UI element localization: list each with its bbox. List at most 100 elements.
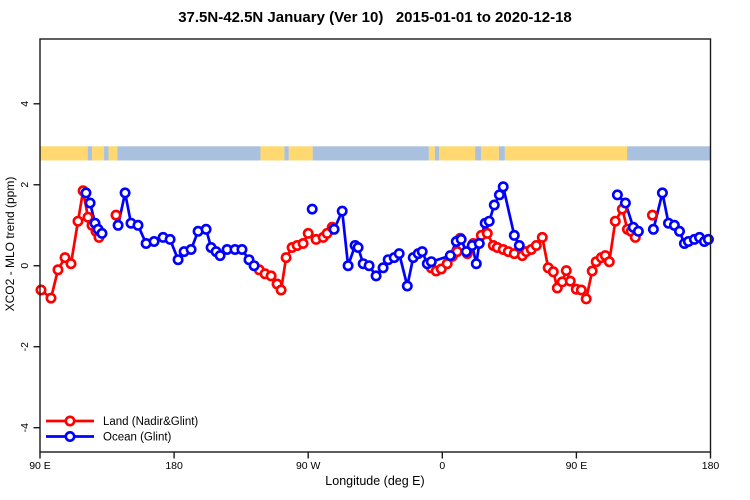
map-band-segment-ocean — [312, 146, 429, 161]
land-data-point — [603, 256, 615, 268]
map-band-segment-ocean — [627, 146, 711, 161]
land-data-point — [35, 284, 47, 296]
ocean-data-point — [214, 250, 226, 262]
ocean-data-point — [377, 262, 389, 274]
land-data-point — [560, 265, 572, 277]
ocean-data-point — [336, 205, 348, 217]
ocean-data-point — [148, 236, 160, 248]
map-band-segment-land — [439, 146, 476, 161]
ocean-data-point — [444, 250, 456, 262]
map-band-segment-land — [92, 146, 105, 161]
ocean-data-point — [647, 223, 659, 235]
map-band-segment-land — [481, 146, 499, 161]
ocean-data-point — [84, 197, 96, 209]
land-data-point — [265, 270, 277, 282]
ocean-data-point — [401, 280, 413, 292]
land-data-point — [110, 209, 122, 221]
ocean-data-point — [497, 181, 509, 193]
map-band-segment-ocean — [104, 146, 109, 161]
ocean-data-point — [248, 260, 260, 272]
ocean-data-point — [455, 233, 467, 245]
land-data-point — [564, 275, 576, 287]
land-data-point — [72, 215, 84, 227]
y-tick-label: -4 — [19, 423, 31, 432]
land-data-point — [586, 265, 598, 277]
ocean-data-point — [119, 187, 131, 199]
map-band-segment-land — [504, 146, 628, 161]
x-tick-label: 180 — [165, 460, 183, 472]
plot-border — [39, 38, 712, 453]
ocean-data-point — [172, 254, 184, 266]
ocean-data-point — [80, 187, 92, 199]
legend-land-marker — [64, 415, 76, 427]
ocean-data-point — [342, 260, 354, 272]
y-tick-label: 4 — [19, 101, 31, 107]
ocean-data-point — [488, 199, 500, 211]
ocean-data-point — [200, 223, 212, 235]
ocean-data-point — [112, 219, 124, 231]
map-band-segment-ocean — [284, 146, 289, 161]
ocean-data-point — [236, 244, 248, 256]
ocean-data-point — [306, 203, 318, 215]
ocean-data-point — [632, 225, 644, 237]
x-tick-label: 180 — [702, 460, 720, 472]
ocean-data-point — [656, 187, 668, 199]
ocean-data-point — [483, 215, 495, 227]
x-tick-label: 90 E — [566, 460, 588, 472]
map-band-segment-land — [108, 146, 118, 161]
y-tick-label: 2 — [19, 182, 31, 188]
ocean-data-point — [611, 189, 623, 201]
map-band-segment-land — [288, 146, 313, 161]
land-data-point — [52, 264, 64, 276]
land-data-point — [575, 284, 587, 296]
x-tick-label: 90 W — [296, 460, 321, 472]
x-tick-label: 0 — [439, 460, 445, 472]
map-band-segment-land — [40, 146, 88, 161]
ocean-data-point — [513, 240, 525, 252]
map-band-segment-land — [428, 146, 435, 161]
land-data-point — [302, 227, 314, 239]
ocean-data-point — [363, 260, 375, 272]
ocean-data-point — [702, 233, 714, 245]
ocean-data-point — [460, 246, 472, 258]
map-band-segment-ocean — [475, 146, 482, 161]
map-band-segment-ocean — [117, 146, 261, 161]
ocean-data-point — [132, 219, 144, 231]
ocean-data-point — [416, 246, 428, 258]
land-data-point — [580, 293, 592, 305]
legend-ocean-label: Ocean (Glint) — [103, 432, 172, 444]
land-data-point — [481, 227, 493, 239]
land-data-point — [646, 209, 658, 221]
y-tick-label: 0 — [19, 263, 31, 269]
ocean-data-point — [96, 227, 108, 239]
land-data-point — [547, 266, 559, 278]
map-band-segment-ocean — [434, 146, 440, 161]
land-data-point — [530, 240, 542, 252]
land-data-point — [536, 231, 548, 243]
ocean-data-point — [393, 248, 405, 260]
land-data-point — [297, 238, 309, 250]
map-band-segment-land — [260, 146, 285, 161]
land-data-point — [275, 284, 287, 296]
map-band-segment-ocean — [87, 146, 93, 161]
x-tick-label: 90 E — [29, 460, 51, 472]
land-data-point — [82, 211, 94, 223]
ocean-data-point — [508, 229, 520, 241]
y-tick-label: -2 — [19, 342, 31, 351]
ocean-data-point — [470, 258, 482, 270]
ocean-data-point — [619, 197, 631, 209]
ocean-data-point — [185, 244, 197, 256]
ocean-data-point — [352, 242, 364, 254]
ocean-data-point — [673, 225, 685, 237]
ocean-data-point — [164, 233, 176, 245]
ocean-data-point — [473, 238, 485, 250]
land-data-point — [59, 252, 71, 264]
ocean-data-point — [328, 223, 340, 235]
ocean-data-point — [425, 256, 437, 268]
chart-title: 37.5N-42.5N January (Ver 10) 2015-01-01 … — [178, 9, 572, 26]
land-data-point — [280, 252, 292, 264]
x-axis-label: Longitude (deg E) — [325, 474, 425, 488]
ocean-data-point — [370, 270, 382, 282]
